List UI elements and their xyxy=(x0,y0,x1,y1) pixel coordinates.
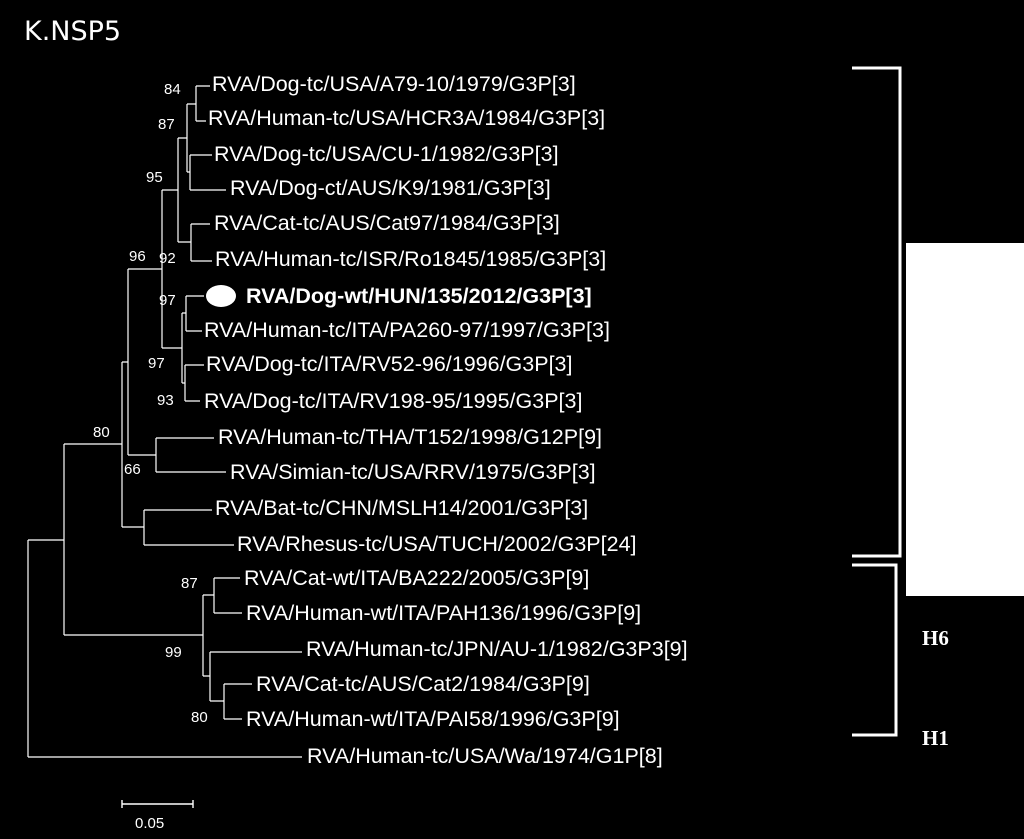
leaf-label: RVA/Dog-tc/USA/CU-1/1982/G3P[3] xyxy=(214,142,559,166)
bootstrap-value: 93 xyxy=(157,392,174,409)
leaf-label: RVA/Cat-tc/AUS/Cat2/1984/G3P[9] xyxy=(256,672,590,696)
clade-bracket-bottom xyxy=(852,563,898,737)
white-panel xyxy=(906,243,1024,596)
leaf-label: RVA/Human-tc/ISR/Ro1845/1985/G3P[3] xyxy=(215,247,607,271)
leaf-label: RVA/Dog-tc/USA/A79-10/1979/G3P[3] xyxy=(212,72,576,96)
leaf-label: RVA/Dog-ct/AUS/K9/1981/G3P[3] xyxy=(230,176,551,200)
bootstrap-value: 80 xyxy=(93,424,110,441)
leaf-label: RVA/Cat-tc/AUS/Cat97/1984/G3P[3] xyxy=(214,211,560,235)
leaf-label: RVA/Human-tc/JPN/AU-1/1982/G3P3[9] xyxy=(306,637,688,661)
bootstrap-value: 87 xyxy=(181,575,198,592)
leaf-label: RVA/Human-wt/ITA/PAI58/1996/G3P[9] xyxy=(246,707,620,731)
leaf-label: RVA/Rhesus-tc/USA/TUCH/2002/G3P[24] xyxy=(237,532,637,556)
leaf-label: RVA/Human-tc/USA/Wa/1974/G1P[8] xyxy=(307,744,663,768)
group-label-h6: H6 xyxy=(922,626,949,650)
leaf-label-highlighted: RVA/Dog-wt/HUN/135/2012/G3P[3] xyxy=(246,284,592,308)
bootstrap-value: 97 xyxy=(148,355,165,372)
bootstrap-value: 96 xyxy=(129,248,146,265)
bootstrap-value: 99 xyxy=(165,644,182,661)
clade-bracket-top xyxy=(852,66,902,558)
leaf-label: RVA/Human-tc/THA/T152/1998/G12P[9] xyxy=(218,425,602,449)
leaf-label: RVA/Dog-tc/ITA/RV52-96/1996/G3P[3] xyxy=(206,352,573,376)
bootstrap-value: 87 xyxy=(158,116,175,133)
leaf-label: RVA/Human-tc/USA/HCR3A/1984/G3P[3] xyxy=(208,106,606,130)
scale-bar xyxy=(121,800,194,808)
leaf-label: RVA/Human-wt/ITA/PAH136/1996/G3P[9] xyxy=(246,601,642,625)
group-label-h1: H1 xyxy=(922,726,949,750)
leaf-label: RVA/Simian-tc/USA/RRV/1975/G3P[3] xyxy=(230,460,596,484)
bootstrap-value: 80 xyxy=(191,709,208,726)
figure-title: K.NSP5 xyxy=(24,16,122,47)
bootstrap-value: 66 xyxy=(124,461,141,478)
highlight-marker xyxy=(206,285,236,307)
bootstrap-value: 95 xyxy=(146,169,163,186)
leaf-label: RVA/Bat-tc/CHN/MSLH14/2001/G3P[3] xyxy=(215,496,589,520)
leaf-label: RVA/Cat-wt/ITA/BA222/2005/G3P[9] xyxy=(244,566,590,590)
leaf-label: RVA/Dog-tc/ITA/RV198-95/1995/G3P[3] xyxy=(204,389,583,413)
scale-bar-label: 0.05 xyxy=(135,815,165,832)
bootstrap-value: 92 xyxy=(159,250,176,267)
bootstrap-value: 84 xyxy=(164,81,181,98)
bootstrap-value: 97 xyxy=(159,292,176,309)
leaf-label: RVA/Human-tc/ITA/PA260-97/1997/G3P[3] xyxy=(204,318,610,342)
